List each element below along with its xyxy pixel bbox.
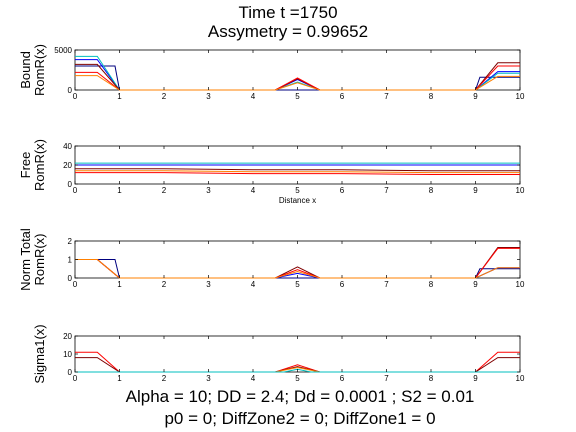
x-tick-label: 9 — [473, 280, 478, 289]
y-tick-label: 0 — [68, 368, 73, 377]
y-axis-label: Norm Total — [18, 228, 33, 291]
x-tick-label: 2 — [162, 186, 167, 195]
x-tick-label: 4 — [251, 92, 256, 101]
chart-title-line-2: Assymetry = 0.99652 — [207, 22, 369, 41]
x-tick-label: 1 — [117, 186, 122, 195]
x-tick-label: 3 — [206, 92, 211, 101]
x-tick-label: 5 — [295, 374, 300, 383]
x-tick-label: 6 — [340, 280, 345, 289]
x-tick-label: 8 — [429, 280, 434, 289]
y-tick-label: 0 — [68, 274, 73, 283]
x-tick-label: 6 — [340, 186, 345, 195]
x-tick-label: 8 — [429, 186, 434, 195]
subplot-4: 0 1 2 3 4 5 6 7 8 9 10 0 10 20 Sigma1(x) — [32, 324, 525, 383]
x-tick-label: 4 — [251, 374, 256, 383]
y-axis-label: RomR(x) — [32, 139, 47, 191]
x-tick-label: 7 — [384, 374, 389, 383]
x-tick-label: 2 — [162, 280, 167, 289]
x-tick-label: 0 — [73, 92, 78, 101]
series-line-5 — [75, 172, 520, 175]
x-tick-label: 4 — [251, 186, 256, 195]
x-tick-label: 10 — [516, 92, 525, 101]
x-tick-label: 6 — [340, 374, 345, 383]
y-axis-label: Free — [18, 152, 33, 179]
x-tick-label: 0 — [73, 280, 78, 289]
x-tick-label: 3 — [206, 374, 211, 383]
y-axis-label: Bound — [18, 51, 33, 89]
series-line-1 — [75, 259, 520, 279]
y-axis-label: RomR(x) — [32, 234, 47, 286]
parameters-line-2: p0 = 0; DiffZone2 = 0; DiffZone1 = 0 — [164, 409, 436, 428]
y-tick-label: 10 — [63, 350, 72, 359]
y-tick-label: 5000 — [54, 46, 72, 55]
subplot-1: 0 1 2 3 4 5 6 7 8 9 10 0 5000 Bound RomR(x) — [18, 44, 525, 101]
x-tick-label: 1 — [117, 280, 122, 289]
x-tick-label: 9 — [473, 374, 478, 383]
axes-box — [74, 49, 521, 91]
series-line-5 — [75, 65, 520, 91]
x-tick-label: 1 — [117, 92, 122, 101]
x-tick-label: 7 — [384, 280, 389, 289]
series-line-6 — [75, 75, 520, 91]
x-tick-label: 3 — [206, 186, 211, 195]
series-line-4 — [75, 368, 520, 373]
x-tick-label: 9 — [473, 92, 478, 101]
y-tick-label: 40 — [63, 142, 72, 151]
x-tick-label: 10 — [516, 374, 525, 383]
x-tick-label: 0 — [73, 374, 78, 383]
subplot-3: 0 1 2 3 4 5 6 7 8 9 10 0 1 2 Norm Total RomR(x) — [18, 228, 525, 291]
x-tick-label: 6 — [340, 92, 345, 101]
chart-title-line-1: Time t =1750 — [238, 3, 338, 22]
x-tick-label: 8 — [429, 374, 434, 383]
parameters-line-1: Alpha = 10; DD = 2.4; Dd = 0.0001 ; S2 =… — [125, 387, 475, 406]
x-tick-label: 2 — [162, 374, 167, 383]
y-axis-label: Sigma1(x) — [32, 324, 47, 383]
axes-box — [74, 240, 521, 279]
x-tick-label: 9 — [473, 186, 478, 195]
y-tick-label: 20 — [63, 332, 72, 341]
x-tick-label: 3 — [206, 280, 211, 289]
x-tick-label: 4 — [251, 280, 256, 289]
x-tick-label: 10 — [516, 186, 525, 195]
x-tick-label: 5 — [295, 92, 300, 101]
x-tick-label: 8 — [429, 92, 434, 101]
x-tick-label: 10 — [516, 280, 525, 289]
x-tick-label: 7 — [384, 92, 389, 101]
x-tick-label: 0 — [73, 186, 78, 195]
x-tick-label: 7 — [384, 186, 389, 195]
x-axis-label: Distance x — [279, 196, 316, 205]
series-line-3 — [75, 168, 520, 172]
series-line-1 — [75, 351, 520, 373]
x-tick-label: 5 — [295, 280, 300, 289]
x-tick-label: 1 — [117, 374, 122, 383]
series-line-5 — [75, 259, 520, 279]
x-tick-label: 5 — [295, 186, 300, 195]
y-axis-label: RomR(x) — [32, 44, 47, 96]
subplot-2: 0 1 2 3 4 5 6 7 8 9 10 0 20 40 Free RomR(x) Distance x — [18, 139, 525, 205]
y-tick-label: 0 — [68, 86, 73, 95]
y-tick-label: 20 — [63, 161, 72, 170]
series-line-1 — [75, 65, 520, 91]
y-tick-label: 1 — [68, 256, 73, 265]
y-tick-label: 0 — [68, 180, 73, 189]
y-tick-label: 2 — [68, 237, 73, 246]
x-tick-label: 2 — [162, 92, 167, 101]
series-line-4 — [75, 170, 520, 174]
